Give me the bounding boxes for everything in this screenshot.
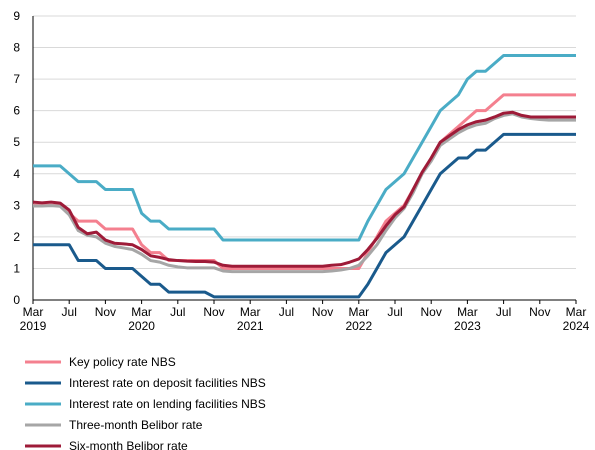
y-tick-label: 9 [13,9,20,23]
legend-label: Interest rate on lending facilities NBS [69,397,266,411]
legend-label: Six-month Belibor rate [69,439,188,450]
x-tick-label: Nov [312,305,333,319]
x-tick-label: Mar 2020 [128,305,155,333]
x-tick-label: Nov [203,305,224,319]
y-tick-label: 5 [13,135,20,149]
x-tick-label: Nov [95,305,116,319]
x-tick-label: Jul [387,305,402,319]
x-tick-label: Jul [62,305,77,319]
x-tick-label: Nov [529,305,550,319]
series-line [33,53,576,242]
y-tick-label: 1 [13,261,20,275]
x-tick-label: Jul [279,305,294,319]
y-tick-label: 4 [13,167,20,181]
series-line [33,112,576,274]
legend-label: Key policy rate NBS [69,355,176,369]
x-tick-label: Mar 2022 [345,305,372,333]
legend-label: Interest rate on deposit facilities NBS [69,376,266,390]
x-tick-label: Jul [496,305,511,319]
x-tick-label: Nov [421,305,442,319]
x-tick-label: Mar 2023 [454,305,481,333]
x-tick-label: Mar 2021 [237,305,264,333]
y-tick-label: 8 [13,41,20,55]
series-line [33,132,576,299]
x-tick-label: Mar 2019 [20,305,47,333]
y-tick-label: 0 [13,293,20,307]
y-tick-label: 3 [13,198,20,212]
y-tick-label: 2 [13,230,20,244]
series-line [33,93,576,270]
legend-label: Three-month Belibor rate [69,418,203,432]
y-tick-label: 6 [13,104,20,118]
series-line [32,110,576,268]
x-tick-label: Jul [170,305,185,319]
y-tick-label: 7 [13,72,20,86]
x-tick-label: Mar 2024 [563,305,590,333]
